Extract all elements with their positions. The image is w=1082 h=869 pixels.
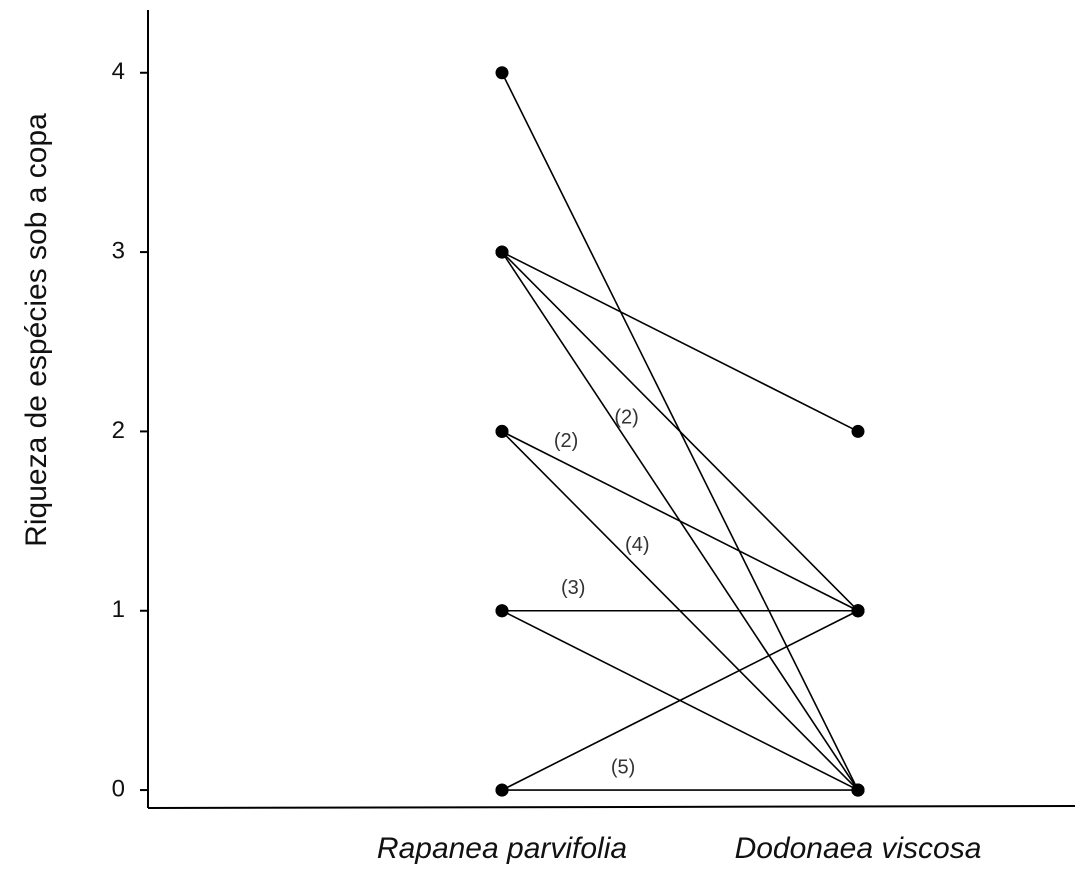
y-axis-label: Riqueza de espécies sob a copa [20,113,53,547]
pair-line [501,430,859,612]
point [495,245,509,259]
point [495,66,509,80]
y-tick-label: 0 [112,775,125,802]
point [851,604,865,618]
point [495,783,509,797]
pair-line [501,251,859,433]
point [495,604,509,618]
line-label: (5) [611,756,635,778]
y-tick-label: 3 [112,237,125,264]
point [851,424,865,438]
y-tick-label: 2 [112,417,125,444]
line-label: (4) [625,534,649,556]
x-axis [147,805,1076,809]
x-tick-label: Dodonaea viscosa [735,832,982,865]
line-label: (2) [614,407,638,429]
pair-line [501,610,859,791]
point [495,424,509,438]
pair-line [501,251,859,612]
line-label: (2) [554,430,578,452]
y-tick-label: 4 [112,58,125,85]
point [851,783,865,797]
x-tick-label: Rapanea parvifolia [377,832,627,865]
line-label: (3) [561,577,585,599]
y-tick-label: 1 [112,596,125,623]
